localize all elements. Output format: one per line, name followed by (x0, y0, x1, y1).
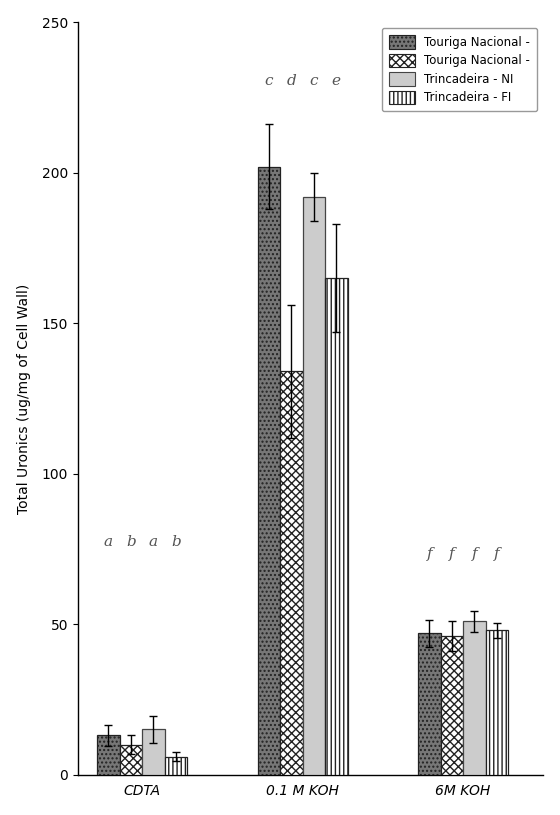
Bar (120, 745, 142, 774)
Bar (418, 633, 441, 774)
Bar (142, 729, 165, 774)
Bar (325, 278, 348, 774)
Bar (302, 196, 325, 774)
Bar (280, 372, 302, 774)
Text: f: f (427, 547, 432, 561)
Bar (486, 630, 508, 774)
Text: d: d (287, 74, 296, 88)
Bar (97, 735, 120, 774)
Text: f: f (472, 547, 477, 561)
Text: b: b (171, 535, 181, 548)
Bar (165, 756, 187, 774)
Text: a: a (104, 535, 113, 548)
Text: b: b (126, 535, 136, 548)
Text: f: f (449, 547, 455, 561)
Bar (258, 166, 280, 774)
Text: e: e (332, 74, 341, 88)
Text: a: a (149, 535, 158, 548)
Text: f: f (494, 547, 500, 561)
Text: c: c (265, 74, 273, 88)
Y-axis label: Total Uronics (ug/mg of Cell Wall): Total Uronics (ug/mg of Cell Wall) (17, 284, 31, 513)
Bar (441, 637, 463, 774)
Bar (463, 621, 486, 774)
Text: c: c (310, 74, 318, 88)
Legend: Touriga Nacional -, Touriga Nacional -, Trincadeira - NI, Trincadeira - FI: Touriga Nacional -, Touriga Nacional -, … (382, 28, 538, 112)
